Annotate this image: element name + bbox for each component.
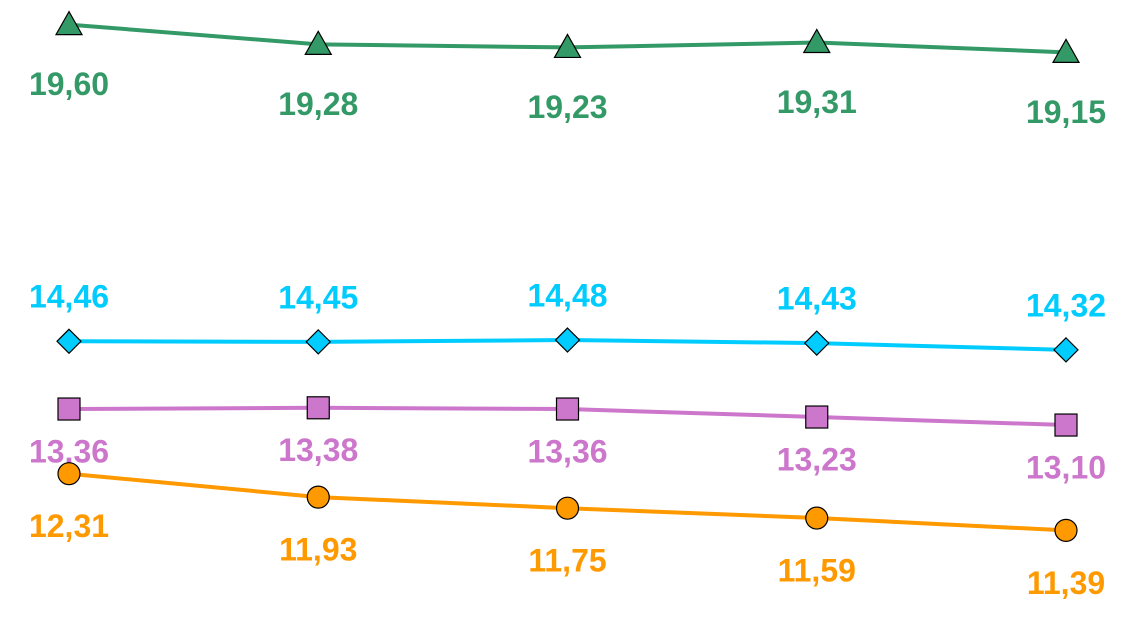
marker (56, 328, 82, 355)
marker (306, 485, 330, 509)
marker (802, 28, 831, 54)
data-label: 11,59 (778, 553, 856, 589)
marker (803, 330, 830, 356)
data-label: 14,48 (527, 277, 607, 313)
data-label: 13,23 (777, 441, 857, 477)
data-label: 11,39 (1027, 565, 1105, 601)
marker (555, 397, 580, 421)
data-label: 13,36 (527, 433, 607, 469)
marker (805, 405, 829, 429)
marker (304, 30, 333, 55)
data-label: 14,46 (29, 279, 109, 315)
marker (554, 327, 581, 353)
data-label: 19,28 (278, 86, 358, 122)
data-label: 19,23 (527, 89, 607, 125)
marker (306, 396, 330, 420)
marker (805, 506, 829, 530)
data-label: 19,60 (29, 66, 109, 102)
data-label: 14,45 (278, 279, 358, 315)
marker (57, 462, 81, 486)
marker (553, 33, 582, 59)
data-label: 11,75 (528, 543, 606, 579)
data-label: 14,43 (777, 281, 857, 317)
data-label: 14,32 (1026, 287, 1106, 323)
marker (57, 397, 81, 421)
data-label: 19,31 (777, 84, 857, 120)
marker (555, 496, 580, 520)
marker (305, 329, 332, 355)
data-label: 13,10 (1026, 449, 1106, 485)
data-label: 13,38 (278, 432, 358, 468)
marker (1054, 413, 1078, 437)
data-label: 19,15 (1026, 94, 1106, 130)
marker (1054, 518, 1078, 542)
data-label: 12,31 (29, 508, 109, 544)
data-label: 11,93 (279, 532, 357, 568)
marker (1051, 38, 1081, 63)
marker (1053, 337, 1079, 363)
marker (54, 10, 84, 36)
